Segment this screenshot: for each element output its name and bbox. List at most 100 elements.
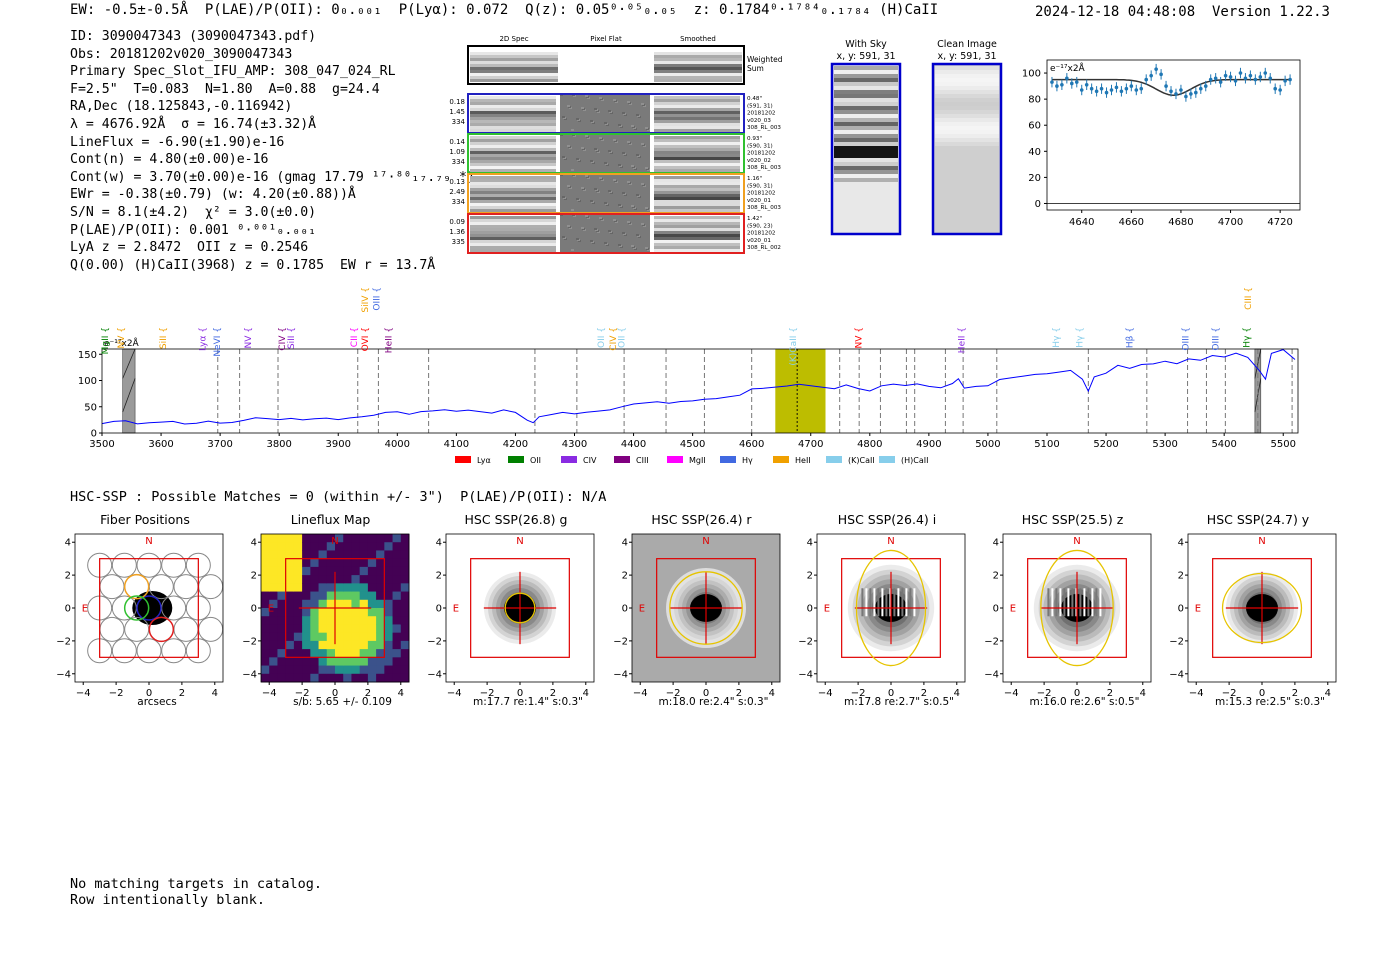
lineflux-cell: [318, 583, 327, 593]
sky-pixel-row: [834, 174, 898, 178]
saturation-artifact: [1054, 588, 1057, 617]
legend-label: CIII: [636, 456, 649, 465]
cutout-row-stat: 1.45: [449, 108, 465, 116]
lineflux-cell: [301, 583, 311, 593]
lineflux-cell: [342, 583, 352, 593]
data-point: [1198, 86, 1203, 91]
y-tick-label: −2: [1169, 636, 1184, 647]
lineflux-cell: [400, 566, 409, 576]
lineflux-cell: [293, 550, 303, 560]
saturation-artifact: [1066, 588, 1069, 617]
cutout-pixel-row: [654, 203, 740, 206]
lineflux-cell: [301, 542, 311, 551]
lineflux-cell: [260, 558, 270, 568]
panel-caption: m:18.0 re:2.4" s:0.3": [658, 696, 769, 708]
x-tick-label: 4200: [503, 439, 528, 450]
cutout-pixel-row: [470, 185, 556, 188]
pixel-flat-noise: [581, 187, 584, 189]
saturation-artifact: [861, 588, 864, 617]
pixel-flat-noise: [613, 99, 616, 101]
lineflux-cell: [350, 550, 360, 560]
lineflux-cell: [383, 575, 393, 584]
cutout-pixel-row: [470, 160, 556, 163]
cutout-pixel-row: [470, 73, 558, 76]
cutout-pixel-row: [654, 222, 740, 225]
pixel-flat-noise: [618, 124, 621, 126]
lineflux-cell: [293, 608, 303, 617]
lineflux-cell: [342, 591, 352, 601]
saturation-artifact: [1086, 588, 1089, 617]
line-label-text: SiII {: [159, 327, 169, 349]
cutout-row-stat: 0.14: [449, 138, 465, 146]
lineflux-cell: [309, 649, 319, 658]
lineflux-cell: [276, 583, 286, 593]
x-tick-label: 4100: [444, 439, 469, 450]
lineflux-cell: [400, 550, 409, 560]
legend-swatch: [455, 456, 471, 463]
cutout-pixel-row: [470, 246, 556, 249]
y-tick-label: 4: [1178, 538, 1184, 549]
cutout-pixel-row: [470, 126, 556, 129]
lineflux-cell: [383, 566, 393, 576]
cutout-column-title: Pixel Flat: [590, 35, 622, 43]
x-tick-label: 4300: [562, 439, 587, 450]
sky-pixel-row: [834, 130, 898, 134]
lineflux-cell: [293, 591, 303, 601]
x-tick-label: −2: [294, 688, 309, 699]
lineflux-cell: [285, 558, 294, 568]
lineflux-cell: [309, 534, 319, 543]
pixel-flat-noise: [631, 245, 634, 247]
lineflux-cell: [375, 591, 385, 601]
cutout-pixel-row: [654, 70, 742, 73]
image-panel: HSC SSP(26.4) r N E −4 −4 −2 −2 0 0 2 2 4 4 m:18.0 re…: [612, 512, 792, 712]
cutout-pixel-row: [654, 249, 740, 252]
y-tick-label: 4: [621, 538, 627, 549]
lineflux-cell: [350, 599, 360, 609]
info-line: Primary Spec_Slot_IFU_AMP: 308_047_024_R…: [70, 64, 396, 80]
cutout-pixel-row: [470, 120, 556, 123]
x-tick-label: 5300: [1152, 439, 1177, 450]
x-tick-label: −4: [818, 688, 833, 699]
saturation-artifact: [1058, 588, 1061, 617]
lineflux-cell: [334, 673, 344, 683]
lineflux-cell: [400, 608, 409, 617]
legend-label: (K)CaII: [848, 456, 875, 465]
data-point: [1065, 76, 1069, 81]
cutout-pixel-row: [654, 73, 742, 76]
sky-pixel-row: [935, 102, 999, 106]
y-tick-label: 0: [1178, 604, 1184, 615]
line-label: (K)CaII {: [789, 327, 799, 366]
cutout-row-meta: 1.16": [747, 176, 762, 182]
cutout-pixel-row: [654, 117, 740, 120]
line-label-text: OIII {: [1211, 327, 1221, 351]
y-tick-label: 0: [65, 604, 71, 615]
line-label: OII {: [597, 327, 607, 348]
lineflux-cell: [318, 550, 327, 560]
data-point: [1119, 89, 1124, 94]
lineflux-cell: [342, 566, 352, 576]
lineflux-cell: [334, 550, 344, 560]
lineflux-cell: [318, 599, 327, 609]
sky-pixel-row: [834, 78, 898, 82]
saturation-artifact: [1070, 588, 1073, 617]
cutout-row-meta: 1.42": [747, 216, 762, 222]
pixel-flat-noise: [567, 145, 570, 147]
legend-swatch: [614, 456, 630, 463]
y-tick-label: 4: [992, 538, 998, 549]
x-tick-label: 4: [768, 688, 774, 699]
lineflux-cell: [326, 657, 335, 667]
data-point: [1248, 73, 1253, 78]
lineflux-cell: [383, 534, 393, 543]
image-panel: HSC SSP(24.7) y N E −4 −4 −2 −2 0 0 2 2 4 4 m:15.3 re…: [1168, 512, 1348, 712]
lineflux-cell: [301, 534, 311, 543]
saturation-artifact: [1094, 588, 1097, 617]
sky-panel-subtitle: x, y: 591, 31: [836, 51, 895, 62]
lineflux-cell: [334, 657, 344, 667]
panel-image: N E −4 −4 −2 −2 0 0 2 2 4 4: [984, 533, 1151, 699]
lineflux-cell: [350, 616, 360, 625]
pixel-flat-noise: [590, 160, 593, 162]
lineflux-cell: [367, 558, 377, 568]
lineflux-cell: [367, 616, 377, 625]
saturation-artifact: [913, 588, 916, 617]
